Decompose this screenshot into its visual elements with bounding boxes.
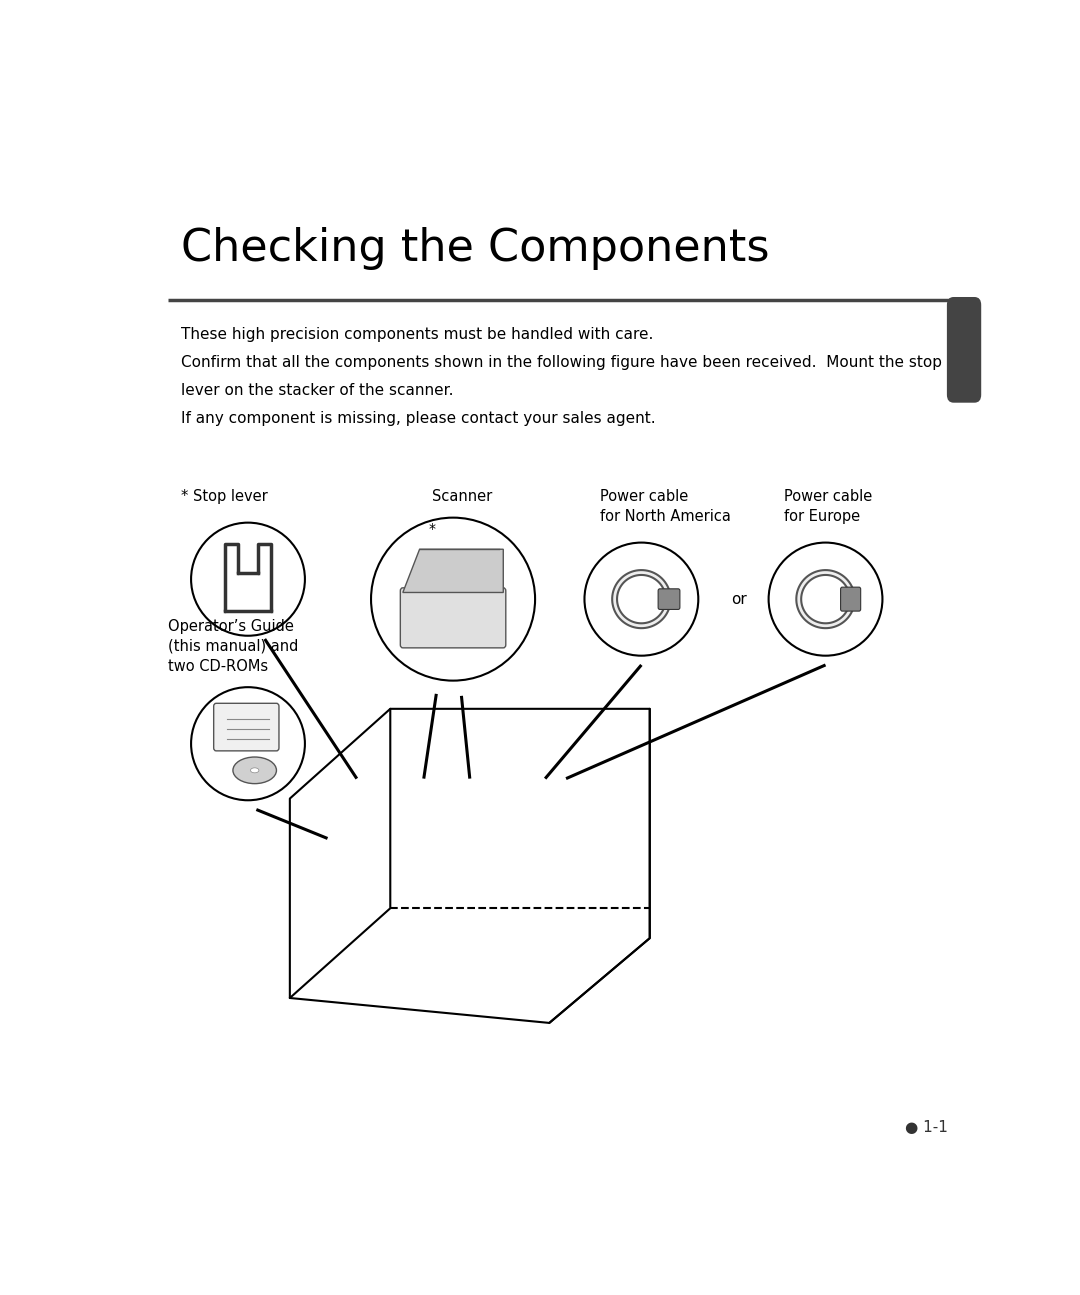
- Text: Confirm that all the components shown in the following figure have been received: Confirm that all the components shown in…: [181, 355, 942, 370]
- FancyBboxPatch shape: [401, 588, 505, 648]
- Text: lever on the stacker of the scanner.: lever on the stacker of the scanner.: [181, 383, 454, 398]
- Text: Power cable
for North America: Power cable for North America: [599, 490, 730, 524]
- Text: If any component is missing, please contact your sales agent.: If any component is missing, please cont…: [181, 411, 656, 426]
- Text: *: *: [429, 522, 435, 536]
- Text: Scanner: Scanner: [432, 490, 492, 505]
- Text: Checking the Components: Checking the Components: [181, 227, 770, 271]
- Text: ● 1-1: ● 1-1: [905, 1120, 948, 1134]
- Ellipse shape: [233, 758, 276, 783]
- Text: or: or: [731, 592, 747, 606]
- Text: Power cable
for Europe: Power cable for Europe: [784, 490, 872, 524]
- FancyBboxPatch shape: [658, 589, 680, 610]
- FancyBboxPatch shape: [214, 703, 279, 751]
- Ellipse shape: [251, 768, 259, 773]
- FancyBboxPatch shape: [840, 587, 861, 611]
- FancyBboxPatch shape: [947, 297, 982, 403]
- Text: Operator’s Guide
(this manual) and
two CD-ROMs: Operator’s Guide (this manual) and two C…: [168, 619, 299, 673]
- Polygon shape: [403, 549, 503, 593]
- Text: These high precision components must be handled with care.: These high precision components must be …: [181, 326, 653, 342]
- Text: * Stop lever: * Stop lever: [181, 490, 268, 505]
